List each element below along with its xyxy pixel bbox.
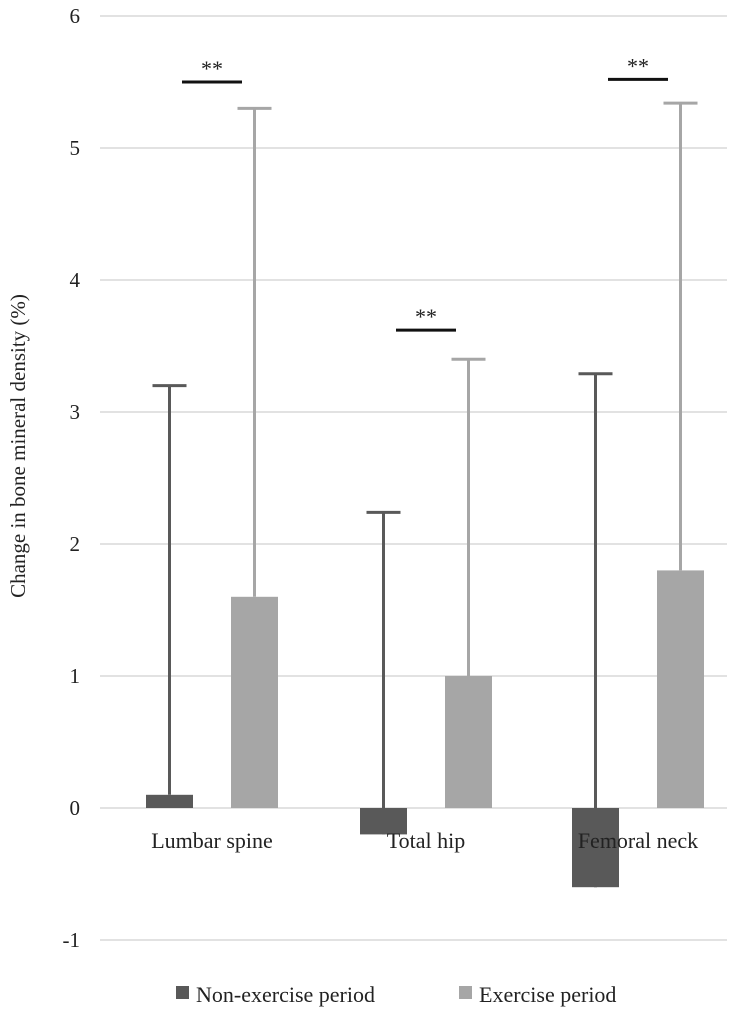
y-tick-label: 1 bbox=[70, 664, 81, 688]
y-tick-label: 0 bbox=[70, 796, 81, 820]
legend-label: Exercise period bbox=[479, 982, 616, 1007]
bar bbox=[146, 794, 193, 808]
legend-swatch bbox=[176, 986, 189, 999]
y-tick-label: 4 bbox=[70, 268, 81, 292]
legend-label: Non-exercise period bbox=[196, 982, 375, 1007]
y-tick-label: 6 bbox=[70, 4, 81, 28]
gridlines bbox=[100, 15, 727, 941]
y-axis-title: Change in bone mineral density (%) bbox=[6, 294, 30, 598]
significance-annotations: ** ** ** bbox=[182, 53, 668, 332]
y-tick-label: 2 bbox=[70, 532, 81, 556]
significance-label: ** bbox=[415, 304, 437, 329]
y-tick-label: 3 bbox=[70, 400, 81, 424]
bar bbox=[445, 676, 492, 808]
bar bbox=[231, 596, 278, 808]
bar bbox=[657, 570, 704, 808]
error-bars bbox=[152, 101, 698, 888]
category-label: Lumbar spine bbox=[151, 828, 273, 853]
significance-label: ** bbox=[201, 56, 223, 81]
category-label: Total hip bbox=[387, 828, 466, 853]
significance-label: ** bbox=[627, 53, 649, 78]
category-labels: Lumbar spine Total hip Femoral neck bbox=[151, 828, 698, 853]
y-tick-label: -1 bbox=[63, 928, 81, 952]
category-label: Femoral neck bbox=[578, 828, 698, 853]
y-tick-label: 5 bbox=[70, 136, 81, 160]
legend: Non-exercise period Exercise period bbox=[176, 982, 616, 1007]
legend-swatch bbox=[459, 986, 472, 999]
y-axis-ticks: -1 0 1 2 3 4 5 6 bbox=[63, 4, 81, 952]
